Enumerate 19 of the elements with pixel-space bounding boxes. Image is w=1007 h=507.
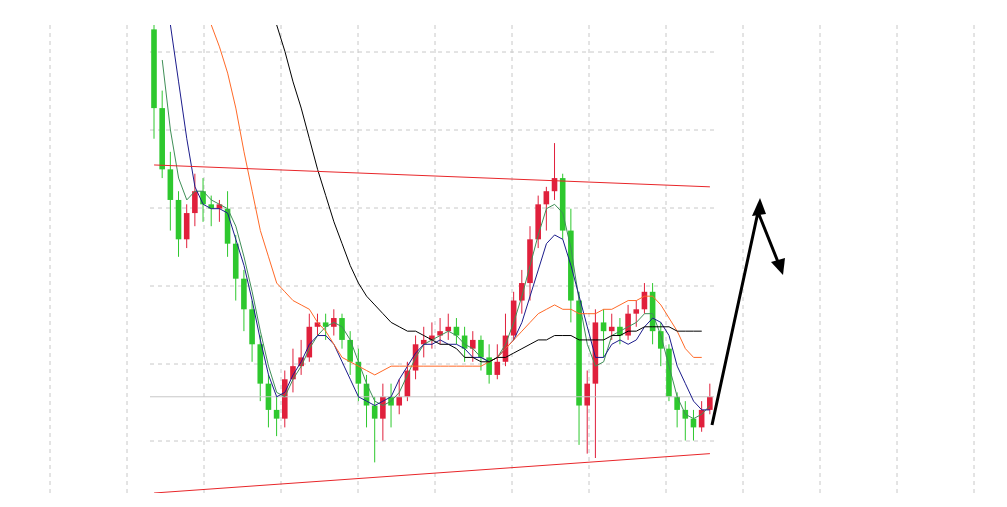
candlestick — [478, 335, 484, 372]
candlestick — [469, 330, 476, 363]
candlestick — [331, 308, 337, 337]
candlestick — [633, 300, 640, 328]
candlestick — [396, 378, 403, 415]
candlestick — [380, 383, 386, 442]
candlestick — [273, 396, 280, 437]
candlestick — [600, 308, 607, 358]
candlestick — [192, 173, 198, 227]
candlestick — [437, 317, 443, 345]
candlestick — [347, 330, 353, 376]
candlestick — [707, 383, 713, 415]
candlestick — [445, 313, 452, 341]
candlestick — [486, 343, 492, 385]
candlestick — [625, 304, 631, 341]
candlestick — [608, 313, 615, 341]
candlestick — [674, 391, 680, 428]
candlestick — [584, 370, 591, 455]
candlestick — [339, 313, 345, 350]
